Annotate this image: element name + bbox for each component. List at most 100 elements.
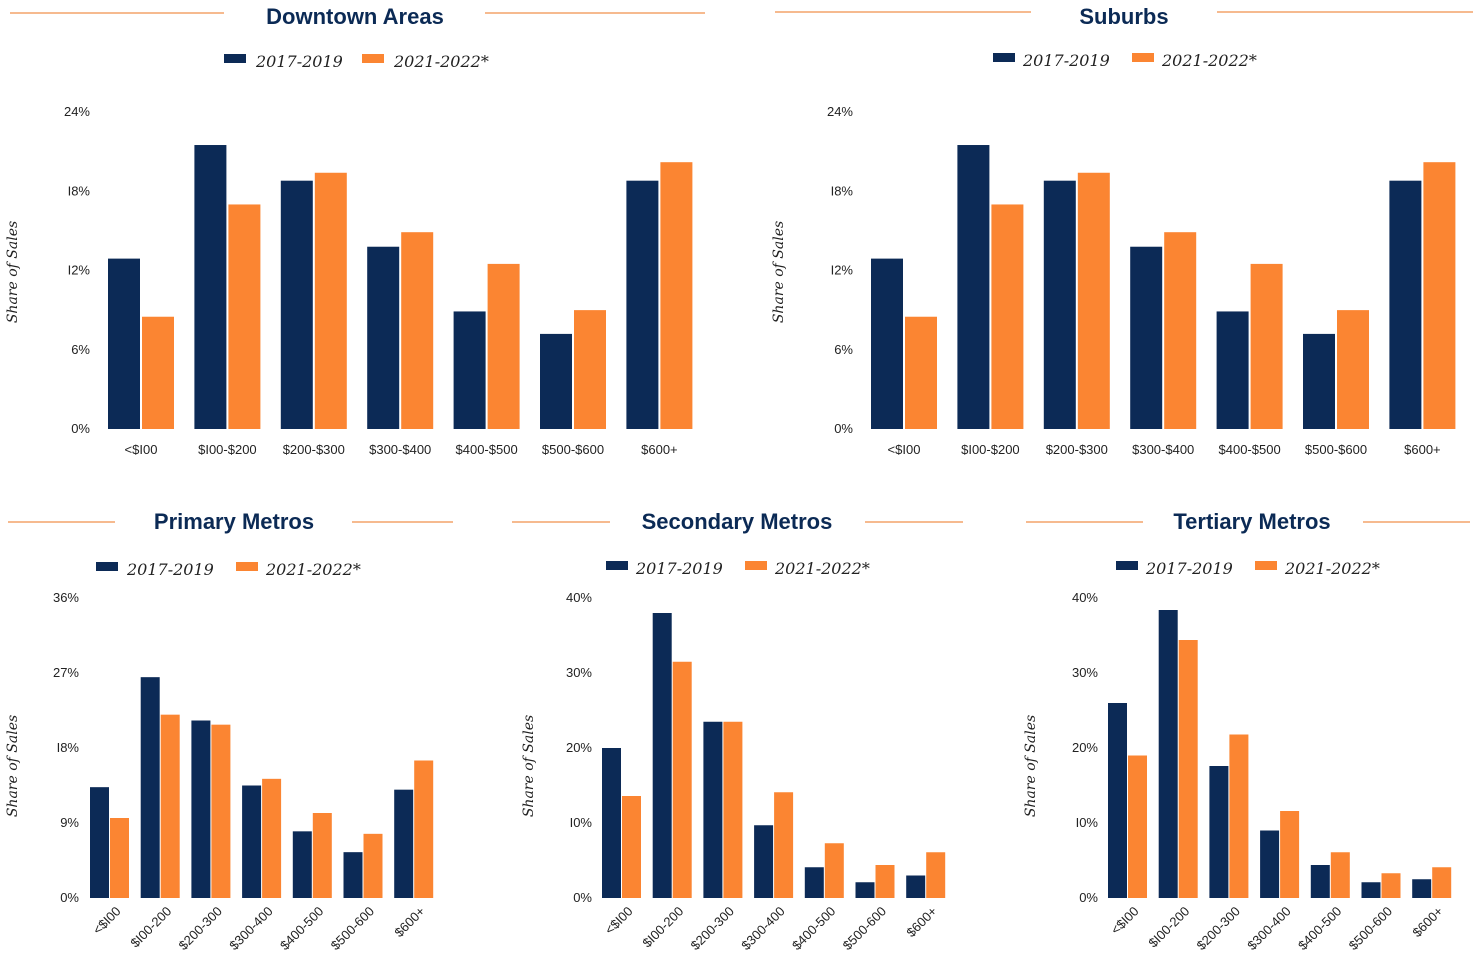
y-axis-label: Share of Sales — [1023, 715, 1039, 817]
y-tick-label: I8% — [831, 183, 854, 198]
bar-series2-4 — [1330, 852, 1350, 898]
y-tick-label: 24% — [64, 104, 90, 119]
bar-series1-5 — [1361, 882, 1381, 898]
bar-series2-1 — [1178, 640, 1198, 898]
y-tick-label: 6% — [834, 342, 853, 357]
y-tick-label: 0% — [573, 890, 592, 905]
y-tick-label: 30% — [566, 665, 592, 680]
bar-series1-6 — [626, 180, 659, 429]
x-tick-label: $300-400 — [738, 904, 787, 953]
bar-series2-4 — [487, 263, 520, 429]
bar-series2-3 — [262, 778, 282, 898]
x-tick-label: $500-600 — [328, 904, 377, 953]
y-tick-label: 0% — [834, 421, 853, 436]
legend-label-1: 2017-2019 — [1022, 51, 1110, 70]
x-tick-label: $400-$500 — [456, 442, 518, 457]
bar-series1-5 — [343, 852, 363, 898]
bar-series2-3 — [774, 792, 794, 898]
bar-series1-2 — [1209, 766, 1229, 898]
chart-title: Primary Metros — [154, 509, 314, 534]
bar-series1-6 — [1389, 180, 1422, 429]
legend-swatch-2 — [1255, 561, 1277, 570]
legend-swatch-2 — [1132, 53, 1154, 62]
bar-series1-2 — [280, 180, 313, 429]
legend-label-2: 2021-2022* — [1284, 559, 1380, 578]
bar-series1-2 — [191, 720, 211, 898]
bar-series2-0 — [622, 796, 641, 898]
bar-series2-0 — [905, 316, 937, 429]
x-tick-label: $200-$300 — [283, 442, 345, 457]
x-tick-label: $I00-$200 — [198, 442, 257, 457]
bar-series1-5 — [1303, 333, 1335, 429]
bar-series2-3 — [401, 232, 434, 429]
y-tick-label: 20% — [1072, 740, 1098, 755]
legend-label-2: 2021-2022* — [265, 560, 361, 579]
x-tick-label: $300-400 — [226, 904, 275, 953]
chart-title: Secondary Metros — [642, 509, 833, 534]
chart-svg: Primary Metros 2017-2019 2021-2022* Share o… — [5, 509, 453, 953]
x-tick-label: $400-$500 — [1219, 442, 1281, 457]
x-tick-label: $200-$300 — [1046, 442, 1108, 457]
chart-svg: Tertiary Metros 2017-2019 2021-2022* Share … — [1023, 509, 1470, 953]
bar-series2-3 — [1280, 811, 1300, 898]
x-tick-label: $300-400 — [1244, 904, 1293, 953]
y-tick-label: 24% — [827, 104, 853, 119]
legend-label-1: 2017-2019 — [1145, 559, 1233, 578]
chart-tertiary-metros: Tertiary Metros 2017-2019 2021-2022* Share … — [1020, 500, 1478, 977]
bar-series2-2 — [1229, 734, 1249, 898]
x-tick-label: <$I00 — [90, 904, 124, 938]
legend-label-1: 2017-2019 — [635, 559, 723, 578]
chart-downtown-areas: Downtown Areas 2017-2019 2021-2022* Share o… — [0, 0, 712, 470]
legend-swatch-1 — [993, 53, 1015, 62]
chart-svg: Secondary Metros 2017-2019 2021-2022* Share… — [512, 509, 963, 953]
y-tick-label: 0% — [1079, 890, 1098, 905]
bar-series2-6 — [1432, 867, 1452, 898]
bar-series1-4 — [292, 831, 312, 898]
x-tick-label: $I00-200 — [127, 904, 174, 951]
bar-series2-1 — [991, 204, 1024, 429]
legend-swatch-2 — [236, 562, 258, 571]
legend-label-2: 2021-2022* — [774, 559, 870, 578]
chart-title: Tertiary Metros — [1173, 509, 1330, 534]
bar-series2-2 — [1077, 172, 1110, 429]
bar-series1-5 — [540, 333, 572, 429]
bar-series1-1 — [1158, 610, 1178, 898]
legend-swatch-2 — [362, 54, 384, 63]
y-axis-label: Share of Sales — [771, 221, 787, 323]
y-axis-label: Share of Sales — [5, 715, 21, 817]
y-tick-label: 0% — [71, 421, 90, 436]
x-tick-label: $500-600 — [840, 904, 889, 953]
bar-series1-6 — [394, 789, 414, 898]
bar-series1-0 — [871, 258, 903, 429]
y-axis-label: Share of Sales — [521, 715, 537, 817]
chart-title: Suburbs — [1079, 4, 1168, 29]
bar-series1-6 — [1412, 879, 1432, 898]
y-tick-label: I8% — [57, 740, 80, 755]
bar-series1-4 — [453, 311, 486, 429]
bar-series1-1 — [194, 145, 227, 430]
bar-series1-1 — [957, 145, 990, 430]
bar-series1-0 — [108, 258, 140, 429]
chart-svg: Downtown Areas 2017-2019 2021-2022* Share o… — [5, 4, 705, 457]
bar-series1-3 — [754, 825, 774, 898]
x-tick-label: <$I00 — [602, 904, 636, 938]
y-tick-label: I0% — [1076, 815, 1099, 830]
bar-series1-2 — [1043, 180, 1076, 429]
bar-series2-5 — [574, 310, 606, 429]
x-tick-label: <$I00 — [888, 442, 921, 457]
bar-series1-3 — [242, 785, 262, 898]
x-tick-label: $400-500 — [789, 904, 838, 953]
bar-series1-3 — [1260, 830, 1280, 898]
y-tick-label: 40% — [566, 590, 592, 605]
bar-series1-0 — [1108, 703, 1127, 898]
y-tick-label: I2% — [68, 263, 91, 278]
x-tick-label: $I00-200 — [639, 904, 686, 951]
x-tick-label: $300-$400 — [369, 442, 431, 457]
chart-svg: Suburbs 2017-2019 2021-2022* Share of Sales… — [771, 4, 1473, 457]
y-tick-label: 36% — [53, 590, 79, 605]
bar-series2-5 — [363, 833, 383, 898]
x-tick-label: $600+ — [641, 442, 678, 457]
bar-series2-6 — [660, 162, 693, 430]
bar-series2-5 — [875, 865, 895, 898]
bar-series1-6 — [906, 875, 926, 898]
